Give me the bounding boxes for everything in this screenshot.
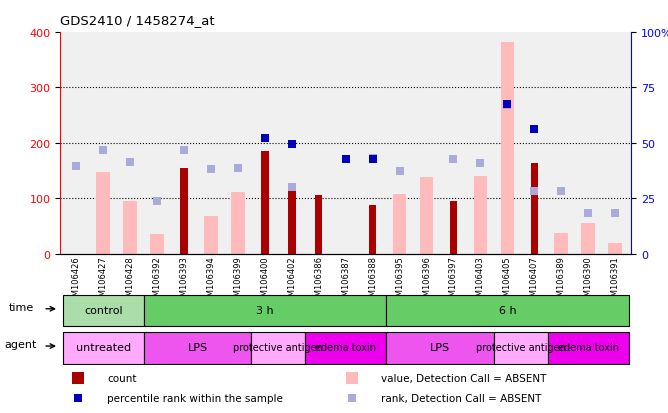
Text: rank, Detection Call = ABSENT: rank, Detection Call = ABSENT <box>381 393 542 403</box>
Bar <box>474 177 487 254</box>
Text: protective antigen: protective antigen <box>476 342 566 352</box>
Bar <box>288 188 295 254</box>
Bar <box>500 43 514 254</box>
Bar <box>548 332 629 364</box>
Bar <box>581 223 595 254</box>
Text: percentile rank within the sample: percentile rank within the sample <box>107 393 283 403</box>
Text: count: count <box>107 373 136 383</box>
Bar <box>63 332 144 364</box>
Bar <box>180 169 188 254</box>
Text: GDS2410 / 1458274_at: GDS2410 / 1458274_at <box>60 14 214 27</box>
Text: 6 h: 6 h <box>498 305 516 315</box>
Text: edema toxin: edema toxin <box>558 342 619 352</box>
Bar <box>261 152 269 254</box>
Text: 3 h: 3 h <box>256 305 274 315</box>
Bar <box>609 243 622 254</box>
Bar <box>124 202 137 254</box>
Text: edema toxin: edema toxin <box>315 342 376 352</box>
Bar <box>150 235 164 254</box>
Bar <box>420 178 434 254</box>
Bar <box>204 216 218 254</box>
Bar <box>71 373 84 384</box>
Bar <box>386 332 494 364</box>
Bar <box>346 373 358 384</box>
Bar <box>393 195 406 254</box>
Text: protective antigen: protective antigen <box>233 342 323 352</box>
Bar <box>63 295 144 327</box>
Bar <box>144 295 386 327</box>
Text: time: time <box>9 302 34 312</box>
Bar <box>315 196 323 254</box>
Text: agent: agent <box>5 339 37 349</box>
Bar <box>530 164 538 254</box>
Bar <box>494 332 548 364</box>
Bar <box>231 192 244 254</box>
Text: untreated: untreated <box>75 342 131 352</box>
Text: LPS: LPS <box>188 342 208 352</box>
Bar <box>144 332 251 364</box>
Bar <box>554 233 568 254</box>
Bar <box>369 205 376 254</box>
Bar <box>305 332 386 364</box>
Text: control: control <box>84 305 122 315</box>
Text: LPS: LPS <box>430 342 450 352</box>
Text: value, Detection Call = ABSENT: value, Detection Call = ABSENT <box>381 373 546 383</box>
Bar <box>450 202 457 254</box>
Bar <box>96 172 110 254</box>
Bar <box>251 332 305 364</box>
Bar <box>386 295 629 327</box>
